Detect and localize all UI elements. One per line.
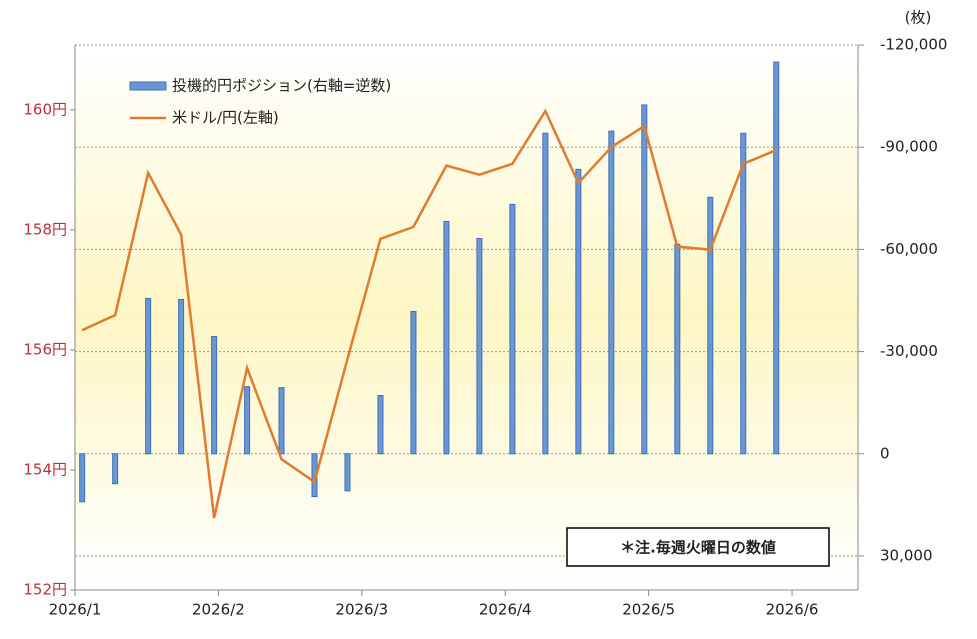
y2-title: (枚): [905, 9, 932, 27]
y-tick-label: 152円: [23, 581, 67, 599]
bar: [773, 61, 780, 455]
x-tick-label: 2026/5: [622, 601, 675, 619]
legend-label: 米ドル/円(左軸): [172, 109, 279, 127]
bar: [112, 453, 119, 485]
y2-tick-label: -30,000: [880, 342, 938, 360]
bar: [542, 132, 549, 455]
y2-tick-label: 30,000: [880, 546, 933, 564]
y-tick-label: 160円: [23, 100, 67, 118]
line: [81, 108, 777, 519]
bar: [641, 104, 648, 455]
y2-tick-label: -60,000: [880, 240, 938, 258]
x-tick-label: 2026/4: [479, 601, 532, 619]
layer: -120,000 -90,000 -60,000 -30,000 0 30,000 152円…: [23, 36, 947, 619]
bar: [443, 220, 450, 455]
bar: [707, 196, 714, 455]
bar: [674, 243, 681, 455]
y-tick-label: 154円: [23, 460, 67, 478]
y2-tick-label: -120,000: [880, 36, 947, 54]
y-tick-label: 158円: [23, 220, 67, 238]
bar: [344, 453, 351, 492]
y2-tick-label: 0: [880, 444, 890, 462]
bar: [145, 297, 152, 455]
bar: [410, 310, 417, 455]
bar: [476, 237, 483, 455]
x-tick-label: 2026/1: [49, 601, 102, 619]
x-tick-label: 2026/6: [766, 601, 819, 619]
x-tick-label: 2026/3: [335, 601, 388, 619]
note: ＊注.毎週火曜日の数値: [620, 539, 776, 557]
y-tick-label: 156円: [23, 340, 67, 358]
x-tick-label: 2026/2: [192, 601, 245, 619]
legend-label: 投機的円ポジション(右軸=逆数): [172, 77, 391, 95]
legend-swatch: [129, 81, 167, 91]
bar: [211, 336, 218, 455]
bar: [608, 130, 615, 455]
bar: [244, 386, 251, 455]
bar: [377, 395, 384, 455]
y2-tick-label: -90,000: [880, 138, 938, 156]
plot-area: [75, 45, 858, 590]
bar: [575, 168, 582, 455]
bar: [740, 132, 747, 455]
bar: [278, 387, 285, 455]
bar: [178, 298, 185, 455]
bar: [509, 203, 516, 455]
bar: [79, 453, 86, 503]
note-box: [566, 527, 830, 567]
